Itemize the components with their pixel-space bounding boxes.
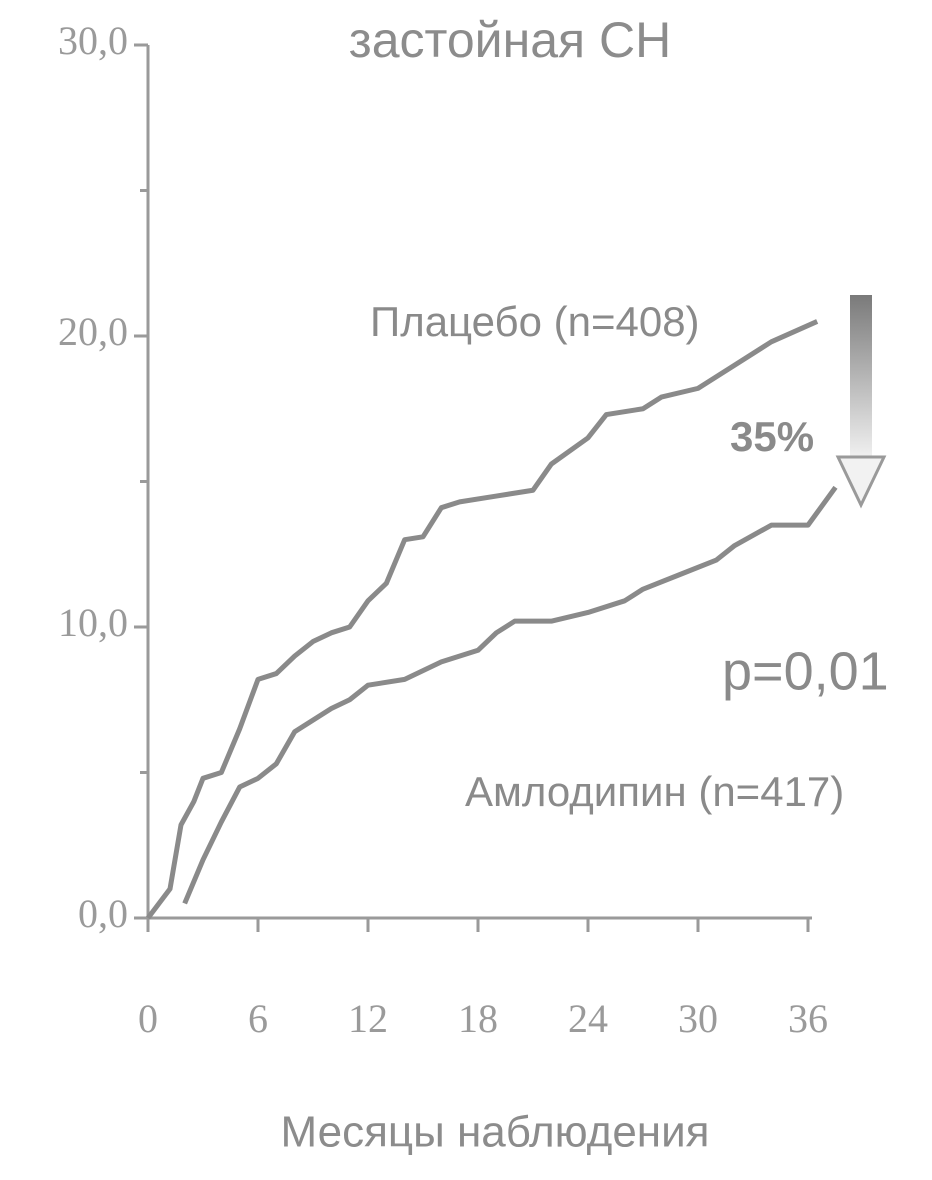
x-tick-label: 0 — [138, 996, 158, 1041]
y-tick-label: 10,0 — [58, 600, 128, 645]
series-line — [146, 319, 819, 920]
x-tick-label: 36 — [788, 996, 828, 1041]
y-tick-label: 20,0 — [58, 309, 128, 354]
x-tick-label: 6 — [248, 996, 268, 1041]
x-tick-label: 30 — [678, 996, 718, 1041]
x-tick-label: 12 — [348, 996, 388, 1041]
series-label: Плацебо (n=408) — [370, 298, 700, 345]
reduction-label: 35% — [730, 413, 814, 460]
reduction-arrow — [835, 295, 887, 509]
series-line — [182, 485, 838, 905]
chart-title: застойная СН — [349, 12, 671, 68]
x-tick-label: 24 — [568, 996, 608, 1041]
series-label: Амлодипин (n=417) — [465, 768, 844, 815]
x-tick-label: 18 — [458, 996, 498, 1041]
y-tick-label: 0,0 — [78, 891, 128, 936]
x-axis-label: Месяцы наблюдения — [280, 1108, 709, 1157]
y-tick-label: 30,0 — [58, 18, 128, 63]
p-value: p=0,01 — [722, 641, 889, 701]
